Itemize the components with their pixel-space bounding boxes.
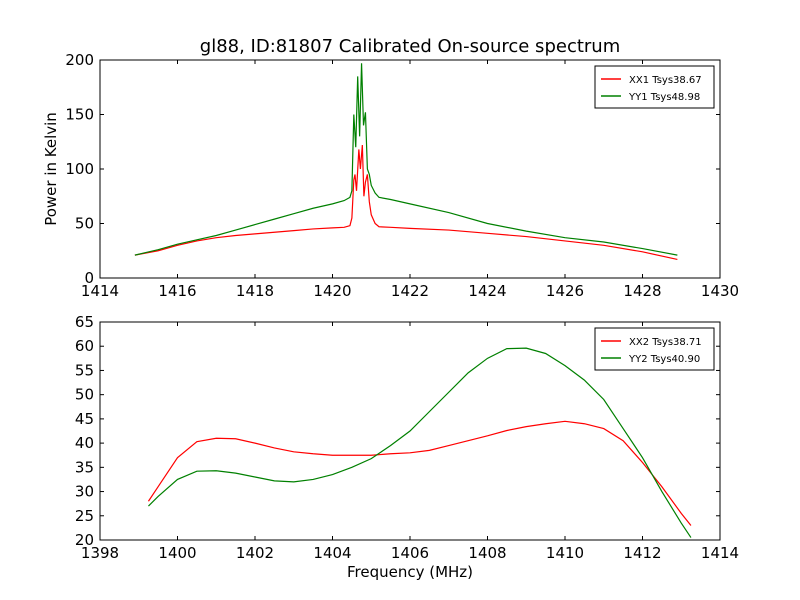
top-x-tick-label: 1420 <box>313 282 351 300</box>
top-x-tick-label: 1418 <box>236 282 274 300</box>
top-x-tick-label: 1426 <box>546 282 584 300</box>
top-series-line-1 <box>134 144 678 261</box>
top-x-tick-label: 1422 <box>391 282 429 300</box>
top-x-tick-label: 1428 <box>623 282 661 300</box>
bottom-legend <box>594 327 715 371</box>
bottom-series-line-1 <box>147 420 692 526</box>
bottom-legend-label-2: YY2 Tsys40.90 <box>628 354 700 365</box>
top-y-tick-label: 150 <box>65 106 94 124</box>
top-y-axis-label: Power in Kelvin <box>42 112 60 226</box>
bottom-y-tick-label: 25 <box>75 507 94 525</box>
bottom-y-tick-label: 65 <box>75 313 94 331</box>
bottom-y-tick-label: 60 <box>75 337 94 355</box>
bottom-x-tick-label: 1406 <box>391 544 429 562</box>
bottom-y-tick-label: 45 <box>75 410 94 428</box>
bottom-legend-label-1: XX2 Tsys38.71 <box>629 337 702 348</box>
top-y-tick-label: 50 <box>75 215 94 233</box>
bottom-series-line-2 <box>148 347 692 538</box>
bottom-y-tick-label: 20 <box>75 531 94 549</box>
top-x-tick-label: 1416 <box>158 282 196 300</box>
chart-title: gl88, ID:81807 Calibrated On-source spec… <box>200 36 620 57</box>
bottom-x-tick-label: 1402 <box>236 544 274 562</box>
top-legend-label-2: YY1 Tsys48.98 <box>628 92 700 103</box>
top-x-tick-label: 1430 <box>701 282 739 300</box>
top-panel: 1414 1416 1418 1420 1422 1424 1426 1428 1430 0 50 1… <box>42 51 739 300</box>
bottom-panel: 1398 1400 1402 1404 1406 1408 1410 1412 1414 20 25… <box>75 313 739 581</box>
bottom-x-tick-label: 1404 <box>313 544 351 562</box>
bottom-y-tick-label: 55 <box>75 361 94 379</box>
bottom-x-tick-label: 1410 <box>546 544 584 562</box>
top-x-tick-label: 1424 <box>468 282 506 300</box>
bottom-x-tick-label: 1398 <box>81 544 119 562</box>
bottom-x-tick-label: 1408 <box>468 544 506 562</box>
bottom-x-tick-label: 1412 <box>623 544 661 562</box>
bottom-y-tick-label: 35 <box>75 458 94 476</box>
top-legend-label-1: XX1 Tsys38.67 <box>629 75 702 86</box>
top-x-tick-label: 1414 <box>81 282 119 300</box>
bottom-y-tick-label: 30 <box>75 483 94 501</box>
top-y-tick-label: 100 <box>65 160 94 178</box>
top-series-line-2 <box>134 63 678 256</box>
top-y-tick-label: 200 <box>65 51 94 69</box>
bottom-x-tick-label: 1414 <box>701 544 739 562</box>
bottom-x-axis-label: Frequency (MHz) <box>347 563 473 581</box>
bottom-x-tick-label: 1400 <box>158 544 196 562</box>
top-legend <box>594 65 715 109</box>
top-y-tick-label: 0 <box>84 269 94 287</box>
bottom-y-tick-label: 40 <box>75 434 94 452</box>
bottom-y-tick-label: 50 <box>75 386 94 404</box>
